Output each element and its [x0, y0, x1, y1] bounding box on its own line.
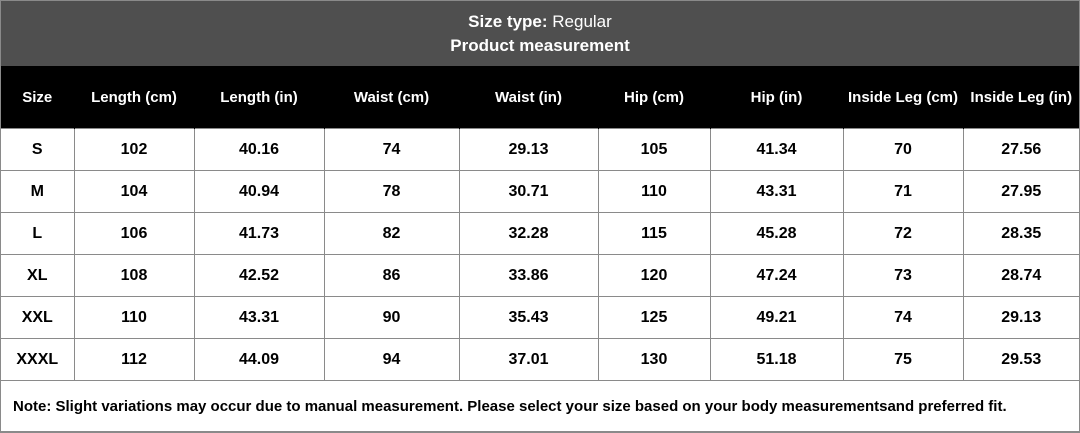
measurement-cell: 75	[842, 338, 964, 381]
measurement-cell: 40.94	[193, 170, 325, 213]
size-cell: M	[1, 170, 75, 213]
size-cell: XL	[1, 254, 75, 297]
table-row: L 106 41.73 82 32.28 115 45.28 72 28.35	[1, 212, 1079, 255]
measurement-cell: 105	[597, 128, 711, 171]
column-header: Inside Leg (in)	[962, 66, 1079, 129]
measurement-cell: 82	[323, 212, 460, 255]
measurement-cell: 28.35	[962, 212, 1079, 255]
size-type-value: Regular	[552, 11, 612, 31]
table-row: M 104 40.94 78 30.71 110 43.31 71 27.95	[1, 170, 1079, 213]
measurement-cell: 43.31	[193, 296, 325, 339]
measurement-cell: 108	[73, 254, 195, 297]
measurement-cell: 28.74	[962, 254, 1079, 297]
measurement-cell: 94	[323, 338, 460, 381]
measurement-cell: 27.95	[962, 170, 1079, 213]
measurement-cell: 49.21	[709, 296, 844, 339]
measurement-cell: 115	[597, 212, 711, 255]
measurement-cell: 41.73	[193, 212, 325, 255]
table-row: XXXL 112 44.09 94 37.01 130 51.18 75 29.53	[1, 338, 1079, 381]
measurement-cell: 112	[73, 338, 195, 381]
measurement-cell: 29.53	[962, 338, 1079, 381]
column-header: Inside Leg (cm)	[842, 66, 963, 129]
measurement-cell: 72	[842, 212, 964, 255]
size-cell: XXXL	[1, 338, 75, 381]
table-row: S 102 40.16 74 29.13 105 41.34 70 27.56	[1, 128, 1079, 171]
note-row: Note: Slight variations may occur due to…	[1, 380, 1079, 432]
subtitle: Product measurement	[450, 35, 630, 55]
column-header: Hip (in)	[709, 66, 843, 129]
size-cell: L	[1, 212, 75, 255]
column-header: Waist (in)	[458, 66, 598, 129]
measurement-cell: 106	[73, 212, 195, 255]
measurement-cell: 47.24	[709, 254, 844, 297]
table-row: XL 108 42.52 86 33.86 120 47.24 73 28.74	[1, 254, 1079, 297]
title-bar: Size type: Regular Product measurement	[1, 1, 1079, 66]
measurement-cell: 32.28	[458, 212, 599, 255]
column-header: Length (cm)	[73, 66, 194, 129]
measurement-cell: 51.18	[709, 338, 844, 381]
measurement-cell: 86	[323, 254, 460, 297]
measurement-cell: 125	[597, 296, 711, 339]
measurement-cell: 74	[842, 296, 964, 339]
measurement-cell: 44.09	[193, 338, 325, 381]
measurement-cell: 104	[73, 170, 195, 213]
column-header: Length (in)	[193, 66, 324, 129]
measurement-cell: 30.71	[458, 170, 599, 213]
measurement-cell: 35.43	[458, 296, 599, 339]
measurement-cell: 130	[597, 338, 711, 381]
size-table: Size Length (cm) Length (in) Waist (cm) Wais…	[1, 66, 1079, 432]
column-header: Waist (cm)	[323, 66, 459, 129]
measurement-cell: 90	[323, 296, 460, 339]
note: Note: Slight variations may occur due to…	[1, 380, 1079, 432]
measurement-cell: 29.13	[962, 296, 1079, 339]
measurement-cell: 27.56	[962, 128, 1079, 171]
size-cell: S	[1, 128, 75, 171]
measurement-cell: 37.01	[458, 338, 599, 381]
measurement-cell: 42.52	[193, 254, 325, 297]
measurement-cell: 110	[597, 170, 711, 213]
measurement-cell: 41.34	[709, 128, 844, 171]
size-cell: XXL	[1, 296, 75, 339]
measurement-cell: 73	[842, 254, 964, 297]
measurement-cell: 43.31	[709, 170, 844, 213]
table-row: XXL 110 43.31 90 35.43 125 49.21 74 29.13	[1, 296, 1079, 339]
measurement-cell: 102	[73, 128, 195, 171]
size-type-label: Size type:	[468, 11, 548, 31]
measurement-cell: 40.16	[193, 128, 325, 171]
measurement-cell: 33.86	[458, 254, 599, 297]
measurement-cell: 120	[597, 254, 711, 297]
column-header: Hip (cm)	[597, 66, 710, 129]
measurement-cell: 70	[842, 128, 964, 171]
measurement-cell: 78	[323, 170, 460, 213]
column-header: Size	[1, 66, 74, 129]
measurement-cell: 110	[73, 296, 195, 339]
measurement-cell: 74	[323, 128, 460, 171]
measurement-cell: 29.13	[458, 128, 599, 171]
measurement-cell: 71	[842, 170, 964, 213]
measurement-cell: 45.28	[709, 212, 844, 255]
header-row: Size Length (cm) Length (in) Waist (cm) Wais…	[1, 66, 1079, 129]
size-type-line: Size type: Regular	[1, 10, 1079, 34]
